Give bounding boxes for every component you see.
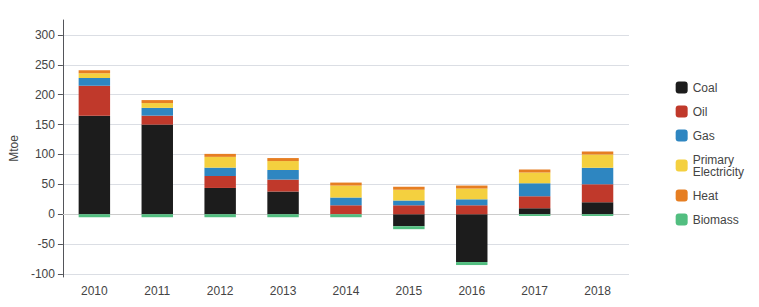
svg-text:50: 50 xyxy=(42,177,56,191)
svg-text:Oil: Oil xyxy=(693,105,708,119)
svg-text:Electricity: Electricity xyxy=(693,165,744,179)
svg-text:Mtoe: Mtoe xyxy=(7,135,21,162)
svg-text:200: 200 xyxy=(35,88,55,102)
svg-text:Heat: Heat xyxy=(693,189,719,203)
svg-text:2011: 2011 xyxy=(144,284,170,298)
svg-text:2010: 2010 xyxy=(81,284,108,298)
svg-text:150: 150 xyxy=(35,118,55,132)
svg-text:Primary: Primary xyxy=(692,152,734,167)
svg-text:-50: -50 xyxy=(38,237,56,251)
svg-text:250: 250 xyxy=(35,58,55,72)
svg-text:0: 0 xyxy=(48,207,55,221)
svg-text:2015: 2015 xyxy=(396,284,423,298)
svg-text:Biomass: Biomass xyxy=(693,213,739,227)
svg-text:2012: 2012 xyxy=(207,284,234,298)
svg-text:2018: 2018 xyxy=(584,284,611,298)
svg-text:2016: 2016 xyxy=(458,284,485,298)
svg-text:2013: 2013 xyxy=(270,284,297,298)
svg-text:300: 300 xyxy=(35,28,55,42)
svg-text:Gas: Gas xyxy=(693,129,715,143)
svg-text:-100: -100 xyxy=(31,267,55,281)
svg-text:100: 100 xyxy=(35,147,55,161)
svg-text:2017: 2017 xyxy=(521,284,548,298)
svg-text:2014: 2014 xyxy=(333,284,360,298)
svg-text:Coal: Coal xyxy=(693,81,718,95)
